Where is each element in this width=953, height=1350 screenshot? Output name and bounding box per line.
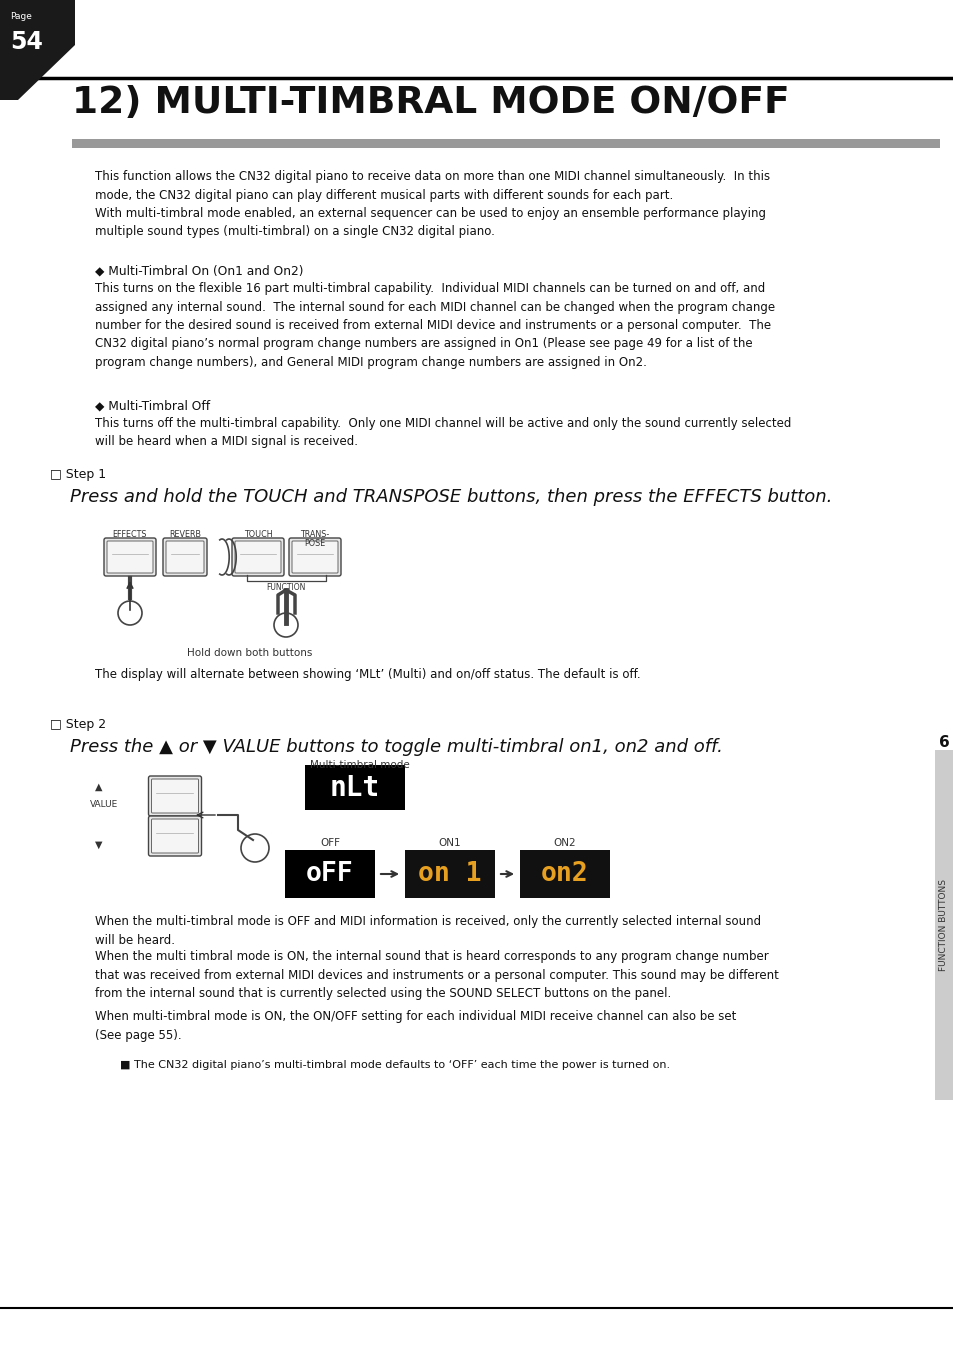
FancyBboxPatch shape [163, 539, 207, 576]
Text: TRANS-: TRANS- [300, 531, 330, 539]
Polygon shape [0, 0, 75, 100]
Bar [934, 751, 952, 1100]
FancyBboxPatch shape [232, 539, 284, 576]
Text: on 1: on 1 [417, 861, 481, 887]
Text: Hold down both buttons: Hold down both buttons [187, 648, 313, 657]
Text: ON2: ON2 [553, 838, 576, 848]
Text: ◆ Multi-Timbral On (On1 and On2): ◆ Multi-Timbral On (On1 and On2) [95, 265, 303, 278]
FancyBboxPatch shape [149, 815, 201, 856]
Text: Page: Page [10, 12, 31, 22]
FancyBboxPatch shape [152, 819, 198, 853]
Bar [285, 850, 375, 898]
Text: TOUCH: TOUCH [243, 531, 272, 539]
Text: □ Step 1: □ Step 1 [50, 468, 106, 481]
Text: 6: 6 [938, 734, 948, 751]
Bar [305, 765, 405, 810]
FancyBboxPatch shape [107, 541, 152, 572]
Text: VALUE: VALUE [90, 801, 118, 809]
FancyBboxPatch shape [289, 539, 340, 576]
Text: oFF: oFF [306, 861, 354, 887]
Text: The display will alternate between showing ‘MLt’ (Multi) and on/off status. The : The display will alternate between showi… [95, 668, 640, 680]
Bar [71, 139, 939, 148]
Bar [405, 850, 495, 898]
Bar [519, 850, 609, 898]
FancyBboxPatch shape [292, 541, 337, 572]
Text: OFF: OFF [319, 838, 339, 848]
Text: ■ The CN32 digital piano’s multi-timbral mode defaults to ‘OFF’ each time the po: ■ The CN32 digital piano’s multi-timbral… [120, 1060, 669, 1071]
Text: □ Step 2: □ Step 2 [50, 718, 106, 730]
Text: Press and hold the TOUCH and TRANSPOSE buttons, then press the EFFECTS button.: Press and hold the TOUCH and TRANSPOSE b… [70, 487, 832, 506]
Text: This function allows the CN32 digital piano to receive data on more than one MID: This function allows the CN32 digital pi… [95, 170, 769, 239]
Text: EFFECTS: EFFECTS [112, 531, 147, 539]
Text: 54: 54 [10, 30, 43, 54]
FancyBboxPatch shape [104, 539, 156, 576]
Text: Multi-timbral mode: Multi-timbral mode [310, 760, 410, 770]
Text: nLt: nLt [330, 774, 379, 802]
FancyBboxPatch shape [234, 541, 281, 572]
Text: FUNCTION BUTTONS: FUNCTION BUTTONS [939, 879, 947, 971]
Text: POSE: POSE [304, 539, 325, 548]
Text: ▼: ▼ [95, 840, 102, 850]
Text: This turns off the multi-timbral capability.  Only one MIDI channel will be acti: This turns off the multi-timbral capabil… [95, 417, 791, 448]
Text: 12) MULTI-TIMBRAL MODE ON/OFF: 12) MULTI-TIMBRAL MODE ON/OFF [71, 85, 789, 122]
Text: Press the ▲ or ▼ VALUE buttons to toggle multi-timbral on1, on2 and off.: Press the ▲ or ▼ VALUE buttons to toggle… [70, 738, 722, 756]
FancyBboxPatch shape [166, 541, 204, 572]
Text: FUNCTION: FUNCTION [266, 583, 305, 593]
Text: This turns on the flexible 16 part multi-timbral capability.  Individual MIDI ch: This turns on the flexible 16 part multi… [95, 282, 774, 369]
Text: ◆ Multi-Timbral Off: ◆ Multi-Timbral Off [95, 400, 210, 413]
Text: on2: on2 [540, 861, 588, 887]
FancyBboxPatch shape [152, 779, 198, 813]
Text: ON1: ON1 [438, 838, 461, 848]
FancyBboxPatch shape [149, 776, 201, 815]
Text: When the multi-timbral mode is OFF and MIDI information is received, only the cu: When the multi-timbral mode is OFF and M… [95, 915, 760, 946]
Text: When the multi timbral mode is ON, the internal sound that is heard corresponds : When the multi timbral mode is ON, the i… [95, 950, 778, 1000]
Text: REVERB: REVERB [169, 531, 201, 539]
Text: ▲: ▲ [95, 782, 102, 792]
Text: When multi-timbral mode is ON, the ON/OFF setting for each individual MIDI recei: When multi-timbral mode is ON, the ON/OF… [95, 1010, 736, 1041]
